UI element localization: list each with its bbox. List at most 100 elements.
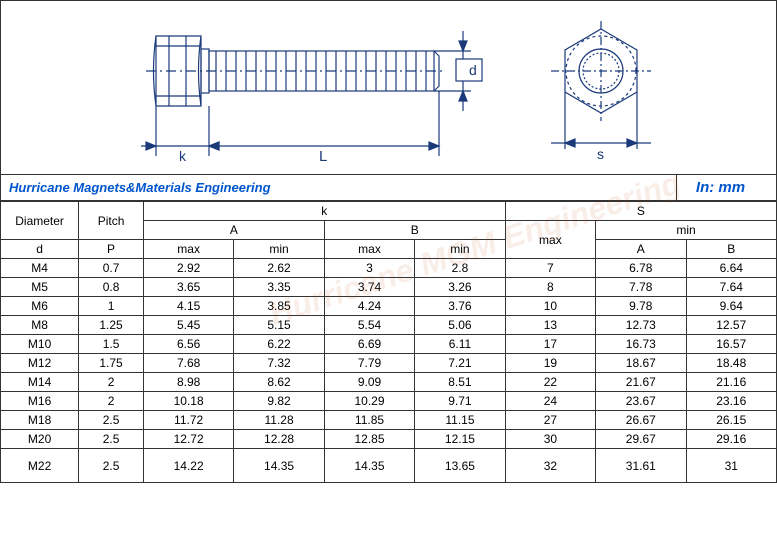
cell-Smax: 32 <box>505 449 595 483</box>
cell-kAmax: 5.45 <box>143 316 233 335</box>
cell-kAmin: 3.35 <box>234 278 324 297</box>
company-name: Hurricane Magnets&Materials Engineering <box>1 180 676 195</box>
cell-kAmin: 6.22 <box>234 335 324 354</box>
cell-Smax: 30 <box>505 430 595 449</box>
hdr-k: k <box>143 202 505 221</box>
bolt-drawing: d k L s <box>1 1 776 174</box>
hdr-Smax: max <box>505 221 595 259</box>
cell-SminB: 23.16 <box>686 392 776 411</box>
hdr-kA: A <box>143 221 324 240</box>
cell-SminB: 29.16 <box>686 430 776 449</box>
cell-kBmax: 9.09 <box>324 373 414 392</box>
hdr-kAmin: min <box>234 240 324 259</box>
cell-kAmin: 8.62 <box>234 373 324 392</box>
cell-kAmax: 3.65 <box>143 278 233 297</box>
cell-kBmin: 7.21 <box>415 354 505 373</box>
hdr-pitch: Pitch <box>79 202 144 240</box>
table-row: M16210.189.8210.299.712423.6723.16 <box>1 392 777 411</box>
cell-SminB: 18.48 <box>686 354 776 373</box>
spec-table: Diameter Pitch k S A B max min d P max m… <box>0 201 777 483</box>
hdr-S: S <box>505 202 776 221</box>
cell-P: 1.25 <box>79 316 144 335</box>
cell-kBmin: 12.15 <box>415 430 505 449</box>
cell-kBmin: 6.11 <box>415 335 505 354</box>
hdr-diameter-top: Diameter <box>5 214 74 228</box>
cell-Smax: 17 <box>505 335 595 354</box>
hdr-kB: B <box>324 221 505 240</box>
cell-kBmax: 7.79 <box>324 354 414 373</box>
cell-d: M10 <box>1 335 79 354</box>
cell-d: M6 <box>1 297 79 316</box>
cell-SminB: 26.15 <box>686 411 776 430</box>
cell-kAmax: 7.68 <box>143 354 233 373</box>
cell-SminA: 18.67 <box>596 354 686 373</box>
cell-kBmax: 12.85 <box>324 430 414 449</box>
cell-kAmax: 12.72 <box>143 430 233 449</box>
cell-SminA: 9.78 <box>596 297 686 316</box>
cell-d: M22 <box>1 449 79 483</box>
cell-SminB: 31 <box>686 449 776 483</box>
cell-kBmin: 13.65 <box>415 449 505 483</box>
hdr-diameter: Diameter <box>1 202 79 240</box>
cell-P: 1.75 <box>79 354 144 373</box>
units-label: In: mm <box>676 175 776 200</box>
cell-kAmin: 7.32 <box>234 354 324 373</box>
dim-label-d: d <box>469 62 477 78</box>
cell-SminB: 21.16 <box>686 373 776 392</box>
cell-Smax: 24 <box>505 392 595 411</box>
cell-P: 2 <box>79 392 144 411</box>
table-header: Diameter Pitch k S A B max min d P max m… <box>1 202 777 259</box>
dim-label-k: k <box>179 148 187 164</box>
cell-P: 2.5 <box>79 449 144 483</box>
table-row: M1428.988.629.098.512221.6721.16 <box>1 373 777 392</box>
hdr-pitch-top: Pitch <box>83 214 139 228</box>
cell-kAmin: 2.62 <box>234 259 324 278</box>
cell-SminA: 12.73 <box>596 316 686 335</box>
table-row: M81.255.455.155.545.061312.7312.57 <box>1 316 777 335</box>
cell-d: M14 <box>1 373 79 392</box>
cell-P: 0.7 <box>79 259 144 278</box>
cell-kAmax: 6.56 <box>143 335 233 354</box>
cell-kAmax: 10.18 <box>143 392 233 411</box>
cell-SminA: 16.73 <box>596 335 686 354</box>
cell-Smax: 8 <box>505 278 595 297</box>
table-body: M40.72.922.6232.876.786.64M50.83.653.353… <box>1 259 777 483</box>
cell-P: 1 <box>79 297 144 316</box>
cell-Smax: 22 <box>505 373 595 392</box>
cell-SminA: 31.61 <box>596 449 686 483</box>
hdr-d: d <box>1 240 79 259</box>
cell-kBmax: 14.35 <box>324 449 414 483</box>
table-row: M101.56.566.226.696.111716.7316.57 <box>1 335 777 354</box>
cell-kBmin: 9.71 <box>415 392 505 411</box>
cell-d: M4 <box>1 259 79 278</box>
cell-kAmin: 11.28 <box>234 411 324 430</box>
table-row: M222.514.2214.3514.3513.653231.6131 <box>1 449 777 483</box>
table-row: M202.512.7212.2812.8512.153029.6729.16 <box>1 430 777 449</box>
dim-label-s: s <box>597 146 604 162</box>
cell-kAmin: 9.82 <box>234 392 324 411</box>
cell-kBmin: 3.76 <box>415 297 505 316</box>
cell-kBmax: 5.54 <box>324 316 414 335</box>
cell-kAmax: 14.22 <box>143 449 233 483</box>
table-row: M614.153.854.243.76109.789.64 <box>1 297 777 316</box>
technical-diagram: d k L s <box>0 0 777 175</box>
hdr-kAmax: max <box>143 240 233 259</box>
cell-kAmax: 8.98 <box>143 373 233 392</box>
cell-kBmin: 8.51 <box>415 373 505 392</box>
cell-SminA: 21.67 <box>596 373 686 392</box>
hdr-SminB: B <box>686 240 776 259</box>
hdr-kBmin: min <box>415 240 505 259</box>
cell-SminA: 6.78 <box>596 259 686 278</box>
cell-SminA: 29.67 <box>596 430 686 449</box>
cell-kBmax: 3.74 <box>324 278 414 297</box>
cell-kAmax: 11.72 <box>143 411 233 430</box>
cell-P: 2 <box>79 373 144 392</box>
cell-kBmax: 4.24 <box>324 297 414 316</box>
cell-kBmin: 3.26 <box>415 278 505 297</box>
title-bar: Hurricane Magnets&Materials Engineering … <box>0 175 777 201</box>
cell-kBmin: 5.06 <box>415 316 505 335</box>
cell-SminA: 26.67 <box>596 411 686 430</box>
cell-Smax: 13 <box>505 316 595 335</box>
cell-SminB: 12.57 <box>686 316 776 335</box>
dim-label-L: L <box>319 148 327 165</box>
